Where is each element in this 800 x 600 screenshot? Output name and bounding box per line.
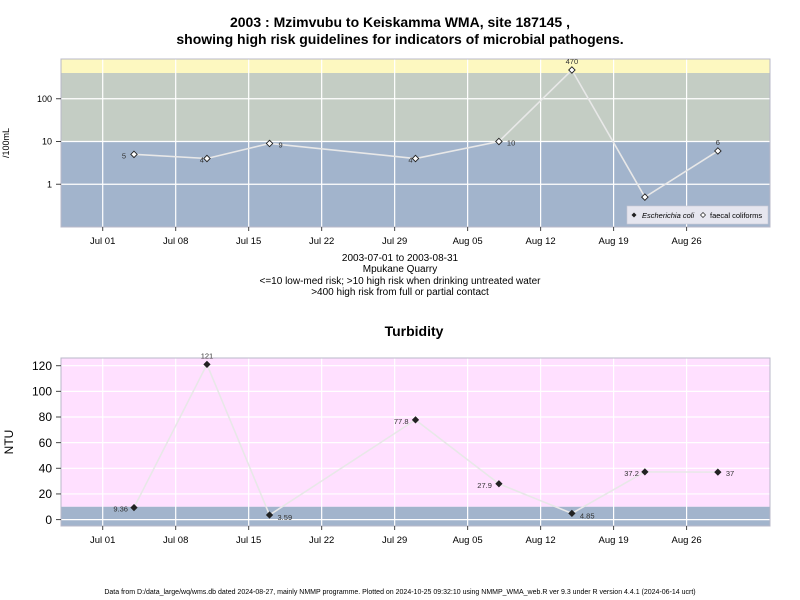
caption-period: 2003-07-01 to 2003-08-31 xyxy=(341,253,459,264)
series-line xyxy=(133,362,718,517)
data-label: 3.59 xyxy=(278,513,293,522)
caption-risk-line-1: <=10 low-med risk; >10 high risk when dr… xyxy=(259,276,541,287)
microbial-chart: 1 10 100 Jul 01 Jul 08 Jul 15 Jul 22 Jul 29 Aug … xyxy=(1,57,771,247)
plot-frame xyxy=(60,357,771,527)
x-tick-label: Jul 15 xyxy=(236,535,261,546)
turbidity-background xyxy=(61,358,770,507)
series-line xyxy=(133,68,719,199)
y-tick-label: 1 xyxy=(47,179,52,189)
y-axis-label: /100mL xyxy=(1,128,11,158)
y-tick-label: 20 xyxy=(39,487,53,501)
data-point xyxy=(495,137,503,146)
x-tick-label: Aug 19 xyxy=(599,236,629,247)
x-tick-label: Aug 26 xyxy=(672,236,702,247)
x-tick-label: Aug 12 xyxy=(526,236,556,247)
footer-note: Data from D:/data_large/wq/wms.db dated … xyxy=(104,589,696,596)
data-point xyxy=(130,150,138,159)
x-tick-label: Jul 08 xyxy=(163,535,188,546)
legend-box xyxy=(626,205,769,225)
caption-site-name: Mpukane Quarry xyxy=(362,264,438,275)
data-point xyxy=(641,193,649,201)
x-tick-label: Aug 05 xyxy=(453,236,483,247)
data-label: 6 xyxy=(716,138,720,147)
data-label: 4.85 xyxy=(580,511,595,520)
data-label: 9.36 xyxy=(113,505,128,514)
data-point xyxy=(265,511,274,519)
x-tick-label: Jul 22 xyxy=(309,236,334,247)
y-tick-label: 60 xyxy=(39,436,53,450)
y-tick-label: 10 xyxy=(42,137,52,147)
x-tick-label: Jul 29 xyxy=(382,535,407,546)
data-label: 4 xyxy=(200,156,204,165)
x-tick-label: Jul 29 xyxy=(382,236,407,247)
data-label: 5 xyxy=(122,151,126,160)
data-label: 4 xyxy=(408,156,412,165)
y-tick-label: 40 xyxy=(39,461,53,475)
data-point xyxy=(641,468,649,476)
data-point xyxy=(714,468,722,476)
y-tick-label: 120 xyxy=(32,359,52,373)
x-tick-label: Aug 12 xyxy=(526,535,556,546)
data-label: 37.2 xyxy=(624,469,639,478)
data-point xyxy=(203,154,211,163)
y-tick-label: 80 xyxy=(39,410,53,424)
data-point xyxy=(411,154,420,163)
x-tick-label: Jul 01 xyxy=(90,236,115,247)
y-tick-label: 0 xyxy=(45,513,52,527)
data-label: 9 xyxy=(279,140,283,149)
high-contact-risk-band xyxy=(61,59,770,73)
legend-ecoli-marker xyxy=(631,212,637,218)
data-point xyxy=(203,360,211,369)
data-point xyxy=(265,139,274,148)
data-label: 77.8 xyxy=(394,417,409,426)
x-tick-label: Jul 15 xyxy=(236,236,261,247)
data-point xyxy=(411,416,420,424)
chart-title-line-1: 2003 : Mzimvubu to Keiskamma WMA, site 1… xyxy=(229,14,570,30)
caption-risk-line-2: >400 high risk from full or partial cont… xyxy=(311,287,489,298)
data-point xyxy=(495,480,503,488)
data-label: 37 xyxy=(726,469,734,478)
data-point xyxy=(568,509,576,517)
x-tick-label: Aug 19 xyxy=(599,535,629,546)
y-tick-label: 100 xyxy=(32,385,52,399)
x-tick-label: Jul 08 xyxy=(163,236,188,247)
data-label: 10 xyxy=(507,138,515,147)
data-point xyxy=(568,66,576,74)
turbidity-chart: 0 20 40 60 80 100 120 Jul 01 Jul 08 Jul 15 Jul 22 J… xyxy=(2,323,771,546)
legend-ecoli-label: Escherichia coli xyxy=(642,211,694,220)
data-label: 470 xyxy=(566,57,579,66)
legend-faecal-marker xyxy=(700,212,706,218)
data-point xyxy=(714,147,722,155)
turbidity-title: Turbidity xyxy=(385,323,444,339)
data-label: 27.9 xyxy=(477,481,492,490)
x-tick-label: Jul 01 xyxy=(90,535,115,546)
y-axis-label: NTU xyxy=(2,430,16,455)
y-tick-label: 100 xyxy=(37,94,52,104)
plot-frame xyxy=(60,58,771,228)
x-tick-label: Aug 26 xyxy=(672,535,702,546)
x-tick-label: Aug 05 xyxy=(453,535,483,546)
chart-title-line-2: showing high risk guidelines for indicat… xyxy=(176,31,624,47)
high-drinking-risk-band xyxy=(61,72,770,142)
data-label: 121 xyxy=(201,351,214,360)
turbidity-low-band xyxy=(61,506,770,526)
legend-faecal-label: faecal coliforms xyxy=(710,211,762,220)
legend: Escherichia coli faecal coliforms xyxy=(626,205,769,225)
data-point xyxy=(130,503,138,512)
x-tick-label: Jul 22 xyxy=(309,535,334,546)
